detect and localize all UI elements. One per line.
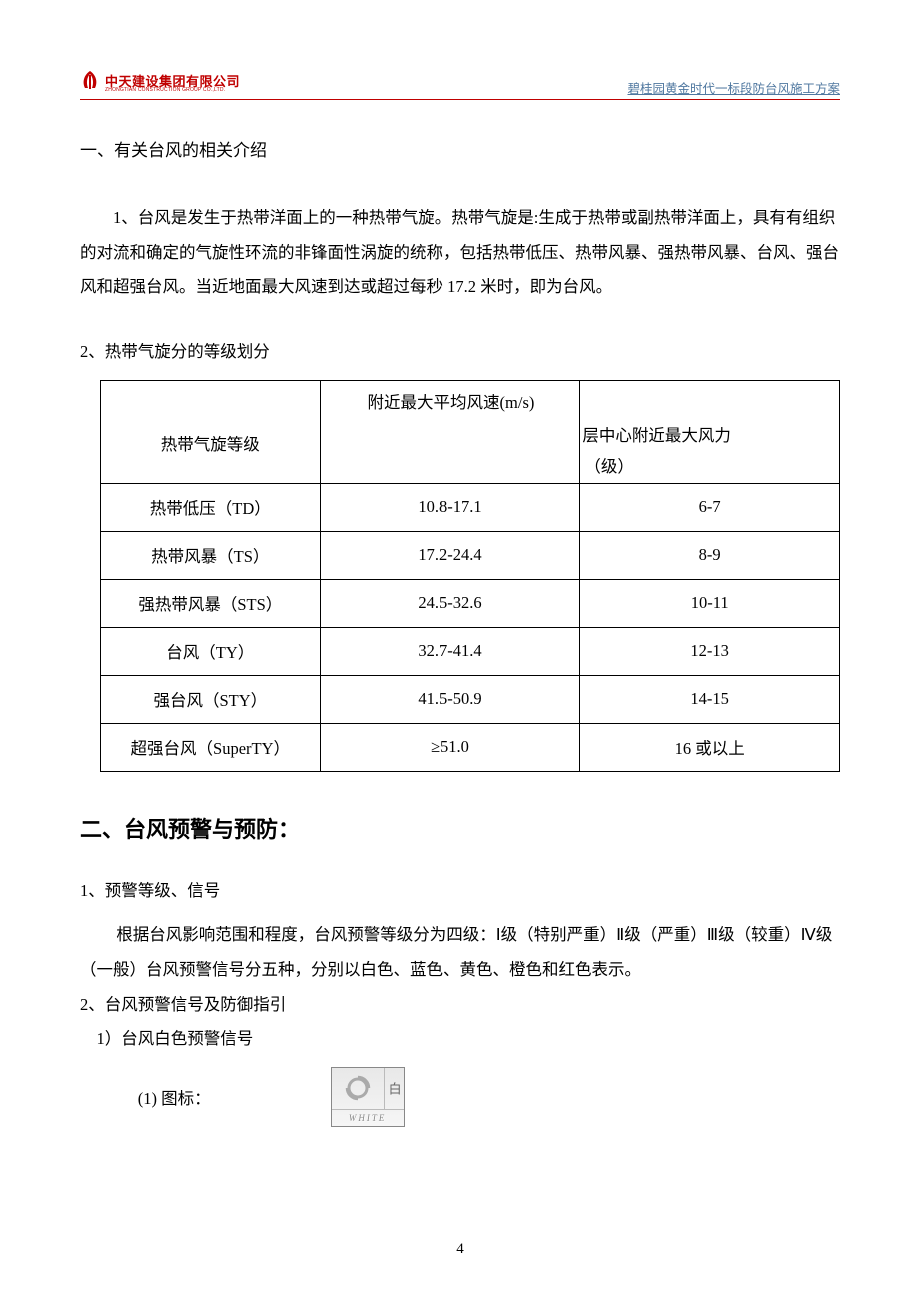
table-row: 超强台风（SuperTY）≥51.016 或以上: [101, 723, 840, 771]
table-head-speed: 附近最大平均风速(m/s): [320, 380, 580, 483]
section-2-sub-2-1: 1）台风白色预警信号: [80, 1022, 840, 1057]
section-2-title: 二、台风预警与预防：: [80, 812, 840, 844]
white-signal-row: (1) 图标： 白 WHITE: [80, 1067, 840, 1127]
table-cell: 超强台风（SuperTY）: [101, 723, 321, 771]
table-cell: 6-7: [580, 483, 840, 531]
table-cell: 24.5-32.6: [320, 579, 580, 627]
section-2-para-1: 根据台风影响范围和程度，台风预警等级分为四级：Ⅰ级（特别严重）Ⅱ级（严重）Ⅲ级（…: [80, 918, 840, 987]
table-cell: 热带风暴（TS）: [101, 531, 321, 579]
company-logo: 中天建设集团有限公司 ZHONGTIAN CONSTRUCTION GROUP …: [80, 70, 240, 97]
page-number: 4: [0, 1241, 920, 1258]
cyclone-icon: [332, 1068, 385, 1109]
logo-company-cn: 中天建设集团有限公司: [105, 75, 240, 88]
table-cell: 32.7-41.4: [320, 627, 580, 675]
table-cell: 16 或以上: [580, 723, 840, 771]
section-2-sub-1: 1、预警等级、信号: [80, 874, 840, 909]
table-cell: 12-13: [580, 627, 840, 675]
table-cell: 41.5-50.9: [320, 675, 580, 723]
table-cell: 台风（TY）: [101, 627, 321, 675]
table-cell: 热带低压（TD）: [101, 483, 321, 531]
badge-bottom-text: WHITE: [332, 1109, 404, 1126]
section-1-para-1: 1、台风是发生于热带洋面上的一种热带气旋。热带气旋是:生成于热带或副热带洋面上，…: [80, 201, 840, 305]
logo-company-en: ZHONGTIAN CONSTRUCTION GROUP CO.,LTD.: [105, 88, 240, 93]
section-2-sub-2: 2、台风预警信号及防御指引: [80, 988, 840, 1023]
cyclone-grade-table: 热带气旋等级 附近最大平均风速(m/s) 层中心附近最大风力 （级） 热带低压（…: [100, 380, 840, 772]
typhoon-white-signal-badge: 白 WHITE: [331, 1067, 405, 1127]
table-cell: 17.2-24.4: [320, 531, 580, 579]
table-row: 强台风（STY）41.5-50.914-15: [101, 675, 840, 723]
table-cell: 14-15: [580, 675, 840, 723]
section-1-sub-2: 2、热带气旋分的等级划分: [80, 335, 840, 370]
table-cell: 10.8-17.1: [320, 483, 580, 531]
table-row: 强热带风暴（STS）24.5-32.610-11: [101, 579, 840, 627]
section-1-title: 一、有关台风的相关介绍: [80, 136, 840, 161]
table-head-force: 层中心附近最大风力 （级）: [580, 380, 840, 483]
badge-side-char: 白: [385, 1068, 404, 1109]
table-cell: 8-9: [580, 531, 840, 579]
logo-icon: [80, 70, 100, 97]
page-header: 中天建设集团有限公司 ZHONGTIAN CONSTRUCTION GROUP …: [80, 70, 840, 100]
table-row: 热带风暴（TS）17.2-24.48-9: [101, 531, 840, 579]
table-cell: 强台风（STY）: [101, 675, 321, 723]
table-head-grade: 热带气旋等级: [101, 380, 321, 483]
table-row: 热带低压（TD）10.8-17.16-7: [101, 483, 840, 531]
table-cell: 强热带风暴（STS）: [101, 579, 321, 627]
table-cell: ≥51.0: [320, 723, 580, 771]
icon-label: (1) 图标：: [80, 1085, 211, 1109]
doc-title: 碧桂园黄金时代一标段防台风施工方案: [627, 78, 840, 97]
table-cell: 10-11: [580, 579, 840, 627]
table-row: 台风（TY）32.7-41.412-13: [101, 627, 840, 675]
